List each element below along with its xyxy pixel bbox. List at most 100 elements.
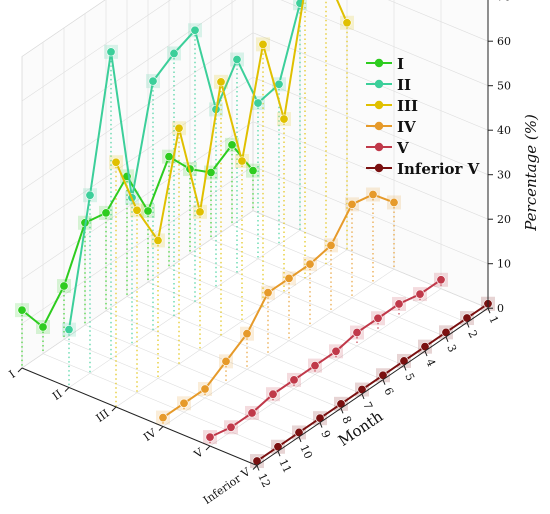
data-point — [200, 384, 210, 394]
series-line — [115, 0, 348, 243]
grade-tick-label: IV — [141, 426, 159, 444]
data-point — [436, 275, 446, 285]
month-tick-label: 1 — [486, 314, 501, 326]
data-point — [253, 98, 263, 108]
data-point — [158, 413, 168, 423]
data-point — [148, 76, 158, 86]
data-point — [242, 329, 252, 339]
grade-tick-label: III — [94, 407, 112, 425]
data-point — [195, 207, 205, 217]
month-tick-mark — [466, 322, 470, 328]
data-point — [132, 205, 142, 215]
grade-tick-label: Inferior V — [201, 465, 254, 507]
month-tick-label: 3 — [444, 343, 459, 355]
z-tick-label: 40 — [497, 124, 511, 137]
month-tick-mark — [319, 422, 323, 428]
data-point — [394, 299, 404, 309]
grade-tick-mark — [111, 406, 117, 412]
legend-label: II — [397, 76, 411, 94]
month-tick-label: 5 — [402, 371, 417, 383]
data-point — [305, 259, 315, 269]
grade-tick-mark — [205, 445, 211, 451]
data-point — [352, 328, 362, 338]
data-point — [153, 235, 163, 245]
grade-tick-label: V — [191, 445, 207, 461]
z-tick-label: 30 — [497, 169, 511, 182]
legend-swatch-marker — [374, 163, 384, 173]
legend-label: V — [396, 139, 409, 157]
series-line — [21, 143, 254, 329]
data-point — [232, 54, 242, 64]
legend-label: Inferior V — [397, 160, 480, 178]
data-point — [331, 346, 341, 356]
data-point — [38, 322, 48, 332]
month-tick-mark — [277, 451, 281, 457]
data-point — [143, 206, 153, 216]
z-tick-label: 70 — [497, 0, 511, 4]
data-point — [247, 408, 257, 418]
grade-tick-mark — [17, 367, 23, 373]
data-point — [389, 197, 399, 207]
data-point — [226, 422, 236, 432]
data-point — [179, 398, 189, 408]
data-point — [206, 168, 216, 178]
grade-gridline — [209, 0, 442, 447]
data-point — [347, 199, 357, 209]
grade-gridline — [21, 0, 254, 369]
series-line — [68, 2, 301, 330]
legend-label: I — [397, 55, 404, 73]
month-tick-label: 10 — [297, 443, 315, 461]
month-tick-mark — [424, 350, 428, 357]
series-group — [15, 0, 495, 469]
data-point — [263, 288, 273, 298]
month-tick-mark — [445, 336, 449, 342]
month-tick-mark — [298, 436, 302, 443]
data-point — [268, 389, 278, 399]
data-point — [258, 39, 268, 49]
legend-swatch-marker — [374, 100, 384, 110]
month-tick-label: 4 — [423, 357, 438, 369]
data-point — [106, 47, 116, 57]
data-point — [59, 281, 69, 291]
data-point — [216, 77, 226, 87]
grade-tick-label: II — [50, 387, 65, 403]
grade-tick-mark — [252, 465, 258, 470]
month-tick-mark — [361, 393, 365, 400]
grade-axis-line — [21, 367, 258, 466]
data-point — [169, 48, 179, 58]
month-tick-mark — [403, 365, 407, 371]
data-point — [111, 157, 121, 167]
data-point — [368, 190, 378, 200]
month-tick-mark — [487, 308, 491, 314]
month-tick-label: 2 — [465, 328, 480, 340]
data-point — [415, 289, 425, 299]
z-tick-label: 50 — [497, 80, 511, 93]
grade-tick-label: I — [7, 368, 18, 381]
legend-label: III — [397, 97, 418, 115]
data-point — [174, 123, 184, 133]
data-point — [85, 190, 95, 200]
z-tick-label: 0 — [497, 302, 504, 315]
data-point — [284, 273, 294, 283]
data-point — [205, 432, 215, 442]
month-axis-line — [256, 307, 489, 466]
z-tick-label: 60 — [497, 35, 511, 48]
grade-gridline — [162, 0, 395, 427]
legend-swatch-marker — [374, 58, 384, 68]
z-tick-label: 20 — [497, 213, 511, 226]
month-tick-mark — [256, 465, 260, 471]
data-point — [221, 356, 231, 366]
z-gridline — [21, 0, 489, 102]
data-point — [310, 361, 320, 371]
z-gridline — [21, 0, 106, 57]
month-tick-label: 6 — [381, 385, 396, 397]
data-point — [164, 152, 174, 162]
legend-label: IV — [397, 118, 416, 136]
data-point — [227, 140, 237, 150]
month-tick-label: 9 — [318, 428, 333, 440]
data-point — [237, 156, 247, 166]
z-tick-label: 10 — [497, 258, 511, 271]
month-tick-label: 12 — [255, 471, 273, 489]
data-point — [64, 325, 74, 335]
